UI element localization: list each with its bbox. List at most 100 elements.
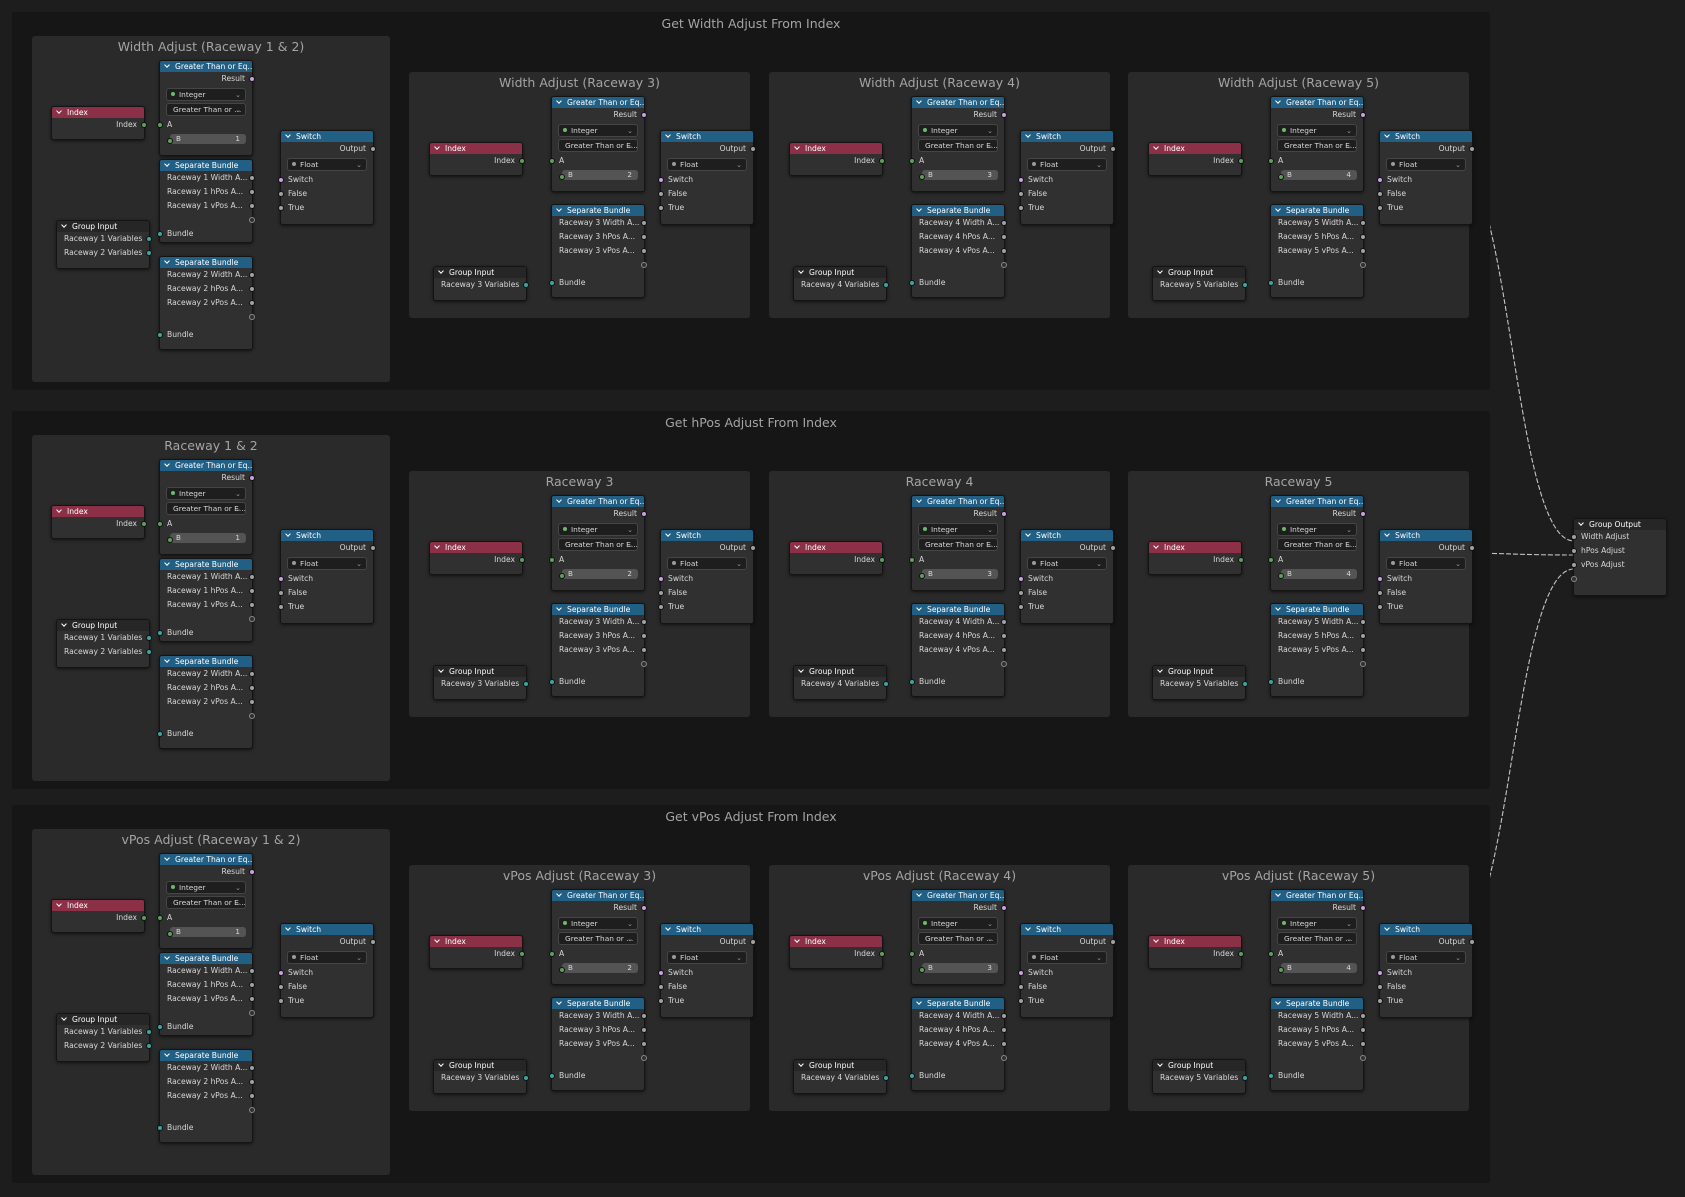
compare-input-a-input-socket[interactable] — [549, 951, 555, 957]
compare-node[interactable]: Greater Than or Eq... Result Integer ⌄ Great… — [909, 495, 1007, 591]
switch-node[interactable]: Switch Output Float ⌄ Switch False True — [1377, 529, 1475, 624]
compare-result-output-socket[interactable] — [249, 76, 255, 82]
bundle-field-output-socket[interactable] — [1001, 248, 1007, 254]
bundle-extend-output-socket[interactable] — [249, 217, 255, 223]
switch-input-true-input-socket[interactable] — [278, 205, 284, 211]
index-output-output-socket[interactable] — [1238, 951, 1244, 957]
switch-input-true-input-socket[interactable] — [278, 998, 284, 1004]
compare-input-a-input-socket[interactable] — [549, 557, 555, 563]
group-input-header[interactable]: Group Input — [434, 1060, 526, 1071]
switch-type-select[interactable]: Float ⌄ — [287, 951, 367, 964]
switch-output-output-socket[interactable] — [750, 939, 756, 945]
switch-type-select[interactable]: Float ⌄ — [287, 557, 367, 570]
separate-bundle-header[interactable]: Separate Bundle — [160, 160, 252, 171]
compare-result-output-socket[interactable] — [641, 905, 647, 911]
separate-bundle-header[interactable]: Separate Bundle — [1271, 604, 1363, 615]
bundle-input-input-socket[interactable] — [157, 1024, 163, 1030]
switch-input-true-input-socket[interactable] — [278, 604, 284, 610]
switch-input-switch-input-socket[interactable] — [658, 177, 664, 183]
switch-node[interactable]: Switch Output Float ⌄ Switch False True — [1377, 923, 1475, 1018]
switch-input-switch-input-socket[interactable] — [1018, 576, 1024, 582]
bundle-field-output-socket[interactable] — [1001, 220, 1007, 226]
bundle-input-input-socket[interactable] — [909, 280, 915, 286]
switch-node-header[interactable]: Switch — [661, 131, 753, 142]
bundle-field-output-socket[interactable] — [1001, 647, 1007, 653]
group-output-input-input-socket[interactable] — [1571, 562, 1577, 568]
switch-node-header[interactable]: Switch — [281, 530, 373, 541]
switch-type-select[interactable]: Float ⌄ — [667, 158, 747, 171]
separate-bundle-header[interactable]: Separate Bundle — [1271, 998, 1363, 1009]
separate-bundle-header[interactable]: Separate Bundle — [1271, 205, 1363, 216]
bundle-field-output-socket[interactable] — [1001, 234, 1007, 240]
switch-input-false-input-socket[interactable] — [1018, 191, 1024, 197]
group-input-header[interactable]: Group Input — [794, 1060, 886, 1071]
compare-node[interactable]: Greater Than or Eq... Result Integer ⌄ Great… — [549, 495, 647, 591]
separate-bundle-node-r3[interactable]: Separate Bundle Raceway 3 Width A... Racew… — [549, 997, 647, 1091]
compare-result-output-socket[interactable] — [249, 475, 255, 481]
switch-input-switch-input-socket[interactable] — [658, 576, 664, 582]
compare-b-socket[interactable] — [919, 174, 925, 180]
bundle-field-output-socket[interactable] — [1360, 619, 1366, 625]
separate-bundle-node-r2[interactable]: Separate Bundle Raceway 2 Width A... Racew… — [157, 256, 255, 350]
switch-node-header[interactable]: Switch — [1021, 131, 1113, 142]
compare-input-a-input-socket[interactable] — [1268, 951, 1274, 957]
compare-data-type-select[interactable]: Integer ⌄ — [918, 917, 998, 930]
switch-output-output-socket[interactable] — [1110, 939, 1116, 945]
raceway-variables-output-socket[interactable] — [1242, 1075, 1248, 1081]
switch-input-false-input-socket[interactable] — [1377, 191, 1383, 197]
switch-input-true-input-socket[interactable] — [658, 604, 664, 610]
index-node[interactable]: Index Index — [789, 142, 885, 176]
compare-data-type-select[interactable]: Integer ⌄ — [1277, 124, 1357, 137]
switch-node-header[interactable]: Switch — [661, 924, 753, 935]
separate-bundle-node-r3[interactable]: Separate Bundle Raceway 3 Width A... Racew… — [549, 204, 647, 298]
bundle-field-output-socket[interactable] — [249, 968, 255, 974]
compare-node-header[interactable]: Greater Than or Eq... — [552, 97, 644, 108]
bundle-field-output-socket[interactable] — [249, 602, 255, 608]
switch-input-false-input-socket[interactable] — [658, 590, 664, 596]
bundle-field-output-socket[interactable] — [641, 647, 647, 653]
bundle-field-output-socket[interactable] — [641, 248, 647, 254]
compare-node-header[interactable]: Greater Than or Eq... — [160, 460, 252, 471]
raceway-variables-output-socket[interactable] — [1242, 681, 1248, 687]
index-node[interactable]: Index Index — [789, 541, 885, 575]
compare-data-type-select[interactable]: Integer ⌄ — [918, 124, 998, 137]
compare-mode-select[interactable]: Greater Than or E... ⌄ — [558, 139, 638, 152]
raceway1-variables-output-socket[interactable] — [146, 635, 152, 641]
bundle-field-output-socket[interactable] — [641, 1013, 647, 1019]
switch-node-header[interactable]: Switch — [1021, 924, 1113, 935]
switch-input-false-input-socket[interactable] — [658, 984, 664, 990]
switch-output-output-socket[interactable] — [1469, 545, 1475, 551]
switch-input-switch-input-socket[interactable] — [658, 970, 664, 976]
compare-b-socket[interactable] — [167, 138, 173, 144]
bundle-extend-output-socket[interactable] — [641, 262, 647, 268]
switch-output-output-socket[interactable] — [370, 146, 376, 152]
group-input-header[interactable]: Group Input — [1153, 267, 1245, 278]
separate-bundle-node-r5[interactable]: Separate Bundle Raceway 5 Width A... Racew… — [1268, 997, 1366, 1091]
group-input-node[interactable]: Group Input Raceway 4 Variables — [793, 665, 889, 700]
compare-result-output-socket[interactable] — [641, 112, 647, 118]
compare-node[interactable]: Greater Than or Eq... Result Integer ⌄ Great… — [1268, 889, 1366, 985]
group-input-header[interactable]: Group Input — [794, 666, 886, 677]
switch-node[interactable]: Switch Output Float ⌄ Switch False True — [278, 923, 376, 1018]
index-node[interactable]: Index Index — [51, 505, 147, 539]
compare-data-type-select[interactable]: Integer ⌄ — [1277, 917, 1357, 930]
bundle-field-output-socket[interactable] — [249, 982, 255, 988]
switch-input-true-input-socket[interactable] — [1377, 205, 1383, 211]
bundle-input-input-socket[interactable] — [1268, 280, 1274, 286]
compare-result-output-socket[interactable] — [1001, 905, 1007, 911]
separate-bundle-node-r1[interactable]: Separate Bundle Raceway 1 Width A... Racew… — [157, 952, 255, 1036]
bundle-extend-output-socket[interactable] — [249, 713, 255, 719]
bundle-field-output-socket[interactable] — [1360, 220, 1366, 226]
bundle-input-input-socket[interactable] — [157, 731, 163, 737]
index-node-header[interactable]: Index — [1149, 143, 1241, 154]
bundle-field-output-socket[interactable] — [641, 1027, 647, 1033]
bundle-field-output-socket[interactable] — [1360, 633, 1366, 639]
index-output-output-socket[interactable] — [1238, 557, 1244, 563]
bundle-input-input-socket[interactable] — [1268, 1073, 1274, 1079]
compare-b-socket[interactable] — [559, 573, 565, 579]
switch-node[interactable]: Switch Output Float ⌄ Switch False True — [278, 130, 376, 225]
switch-node-header[interactable]: Switch — [281, 131, 373, 142]
